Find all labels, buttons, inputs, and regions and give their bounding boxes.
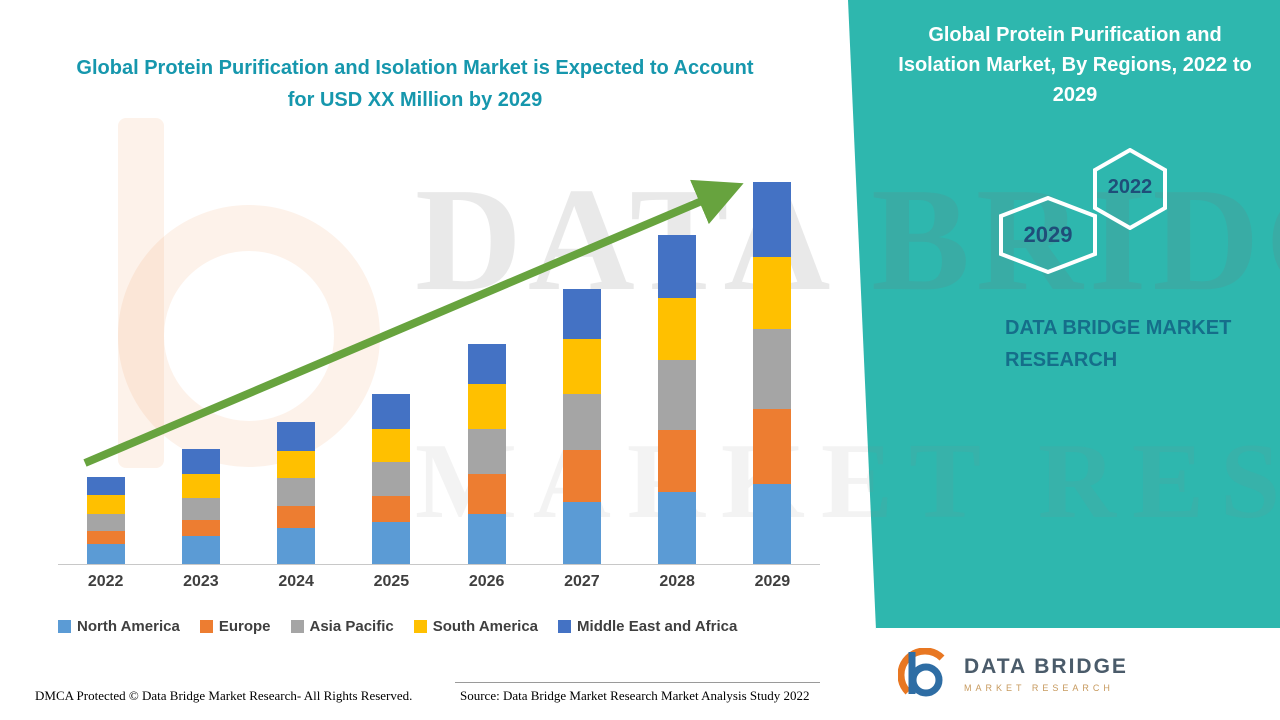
x-axis-label-2029: 2029 <box>754 573 791 590</box>
bar-segment-north-america-2029 <box>753 484 792 564</box>
legend-swatch-north-america <box>58 620 71 633</box>
legend-label-europe: Europe <box>218 618 271 635</box>
brand-name-text: DATA BRIDGE MARKET RESEARCH <box>1005 317 1232 371</box>
bar-segment-europe-2028 <box>658 430 697 492</box>
logo-text-block: DATA BRIDGE MARKET RESEARCH <box>964 655 1128 693</box>
hexagon-outline-icon <box>1093 148 1167 230</box>
legend-swatch-middle-east-and-africa <box>558 620 572 633</box>
x-axis-label-2023: 2023 <box>183 573 219 590</box>
bar-segment-middle-east-and-africa-2027 <box>562 289 601 339</box>
bar-segment-middle-east-and-africa-2029 <box>753 182 792 257</box>
legend-label-middle-east-and-africa: Middle East and Africa <box>577 618 738 635</box>
bar-segment-south-america-2026 <box>467 384 506 429</box>
bar-segment-north-america-2028 <box>658 492 697 564</box>
logo-brand-name: DATA BRIDGE <box>964 655 1128 678</box>
hexagon-year-label: 2029 <box>1023 222 1073 247</box>
hexagon-badge-2029: 2029 <box>998 196 1098 274</box>
bar-segment-middle-east-and-africa-2023 <box>181 449 220 474</box>
bar-segment-asia-pacific-2024 <box>277 478 316 506</box>
hexagon-outline-icon <box>999 196 1097 274</box>
chart-title: Global Protein Purification and Isolatio… <box>76 57 754 111</box>
bar-segment-asia-pacific-2027 <box>562 394 601 450</box>
bar-2029 <box>725 182 820 564</box>
bar-segment-south-america-2022 <box>86 495 125 514</box>
legend-item-south-america: South America <box>413 618 539 635</box>
bar-segment-south-america-2023 <box>181 474 220 498</box>
bar-segment-south-america-2028 <box>658 298 697 360</box>
x-axis-label-2028: 2028 <box>659 573 695 590</box>
bar-segment-europe-2024 <box>277 506 316 528</box>
bar-segment-asia-pacific-2029 <box>753 329 792 409</box>
bar-segment-north-america-2026 <box>467 514 506 564</box>
x-axis-label-2027: 2027 <box>564 573 600 590</box>
bar-segment-europe-2027 <box>562 450 601 502</box>
bar-segment-middle-east-and-africa-2028 <box>658 235 697 298</box>
bar-segment-south-america-2027 <box>562 339 601 394</box>
bar-segment-europe-2025 <box>372 496 411 522</box>
x-axis-label-2022: 2022 <box>87 573 124 590</box>
legend-swatch-south-america <box>413 620 427 633</box>
x-axis-labels: 2022 2023 2024 2025 2026 2027 2028 2029 <box>58 573 820 591</box>
bar-2024 <box>249 422 344 564</box>
bar-2025 <box>344 394 439 564</box>
bar-segment-north-america-2022 <box>86 544 125 564</box>
bar-segment-asia-pacific-2028 <box>658 360 697 430</box>
trend-arrow-icon <box>83 179 744 467</box>
bar-2023 <box>153 449 248 564</box>
bar-segment-north-america-2024 <box>277 528 316 564</box>
stacked-bar-chart: 2022 2023 2024 2025 2026 2027 2028 2029 <box>58 180 820 591</box>
bar-segment-asia-pacific-2026 <box>467 429 506 474</box>
bar-2026 <box>439 344 534 564</box>
bar-segment-europe-2022 <box>86 531 125 544</box>
legend-item-middle-east-and-africa: Middle East and Africa <box>558 618 737 635</box>
x-axis-label-2026: 2026 <box>468 573 505 590</box>
brand-logo-box: DATA BRIDGE MARKET RESEARCH <box>876 628 1280 720</box>
bar-segment-europe-2026 <box>467 474 506 514</box>
bar-2022 <box>58 477 153 564</box>
teal-panel-background <box>848 0 1280 720</box>
hexagon-badge-2022: 2022 <box>1092 148 1168 230</box>
bar-segment-asia-pacific-2022 <box>86 514 125 531</box>
bar-2027 <box>534 289 629 564</box>
bar-segment-south-america-2024 <box>277 451 316 478</box>
legend-label-north-america: North America <box>77 618 180 635</box>
bars-area <box>58 180 820 565</box>
legend-swatch-asia-pacific <box>290 620 304 633</box>
bar-segment-north-america-2023 <box>181 536 220 564</box>
bar-segment-middle-east-and-africa-2022 <box>86 477 125 495</box>
bar-segment-north-america-2027 <box>562 502 601 564</box>
bar-segment-north-america-2025 <box>372 522 411 564</box>
bar-2028 <box>630 235 725 564</box>
legend-item-asia-pacific: Asia Pacific <box>290 618 394 635</box>
legend-swatch-europe <box>199 620 213 633</box>
footer-dmca-text: DMCA Protected © Data Bridge Market Rese… <box>35 688 413 703</box>
footer-divider <box>455 682 820 683</box>
bar-segment-europe-2023 <box>181 520 220 536</box>
x-axis-label-2025: 2025 <box>373 573 410 590</box>
legend-item-europe: Europe <box>199 618 271 635</box>
hexagon-year-label: 2022 <box>1107 176 1153 198</box>
data-bridge-logo-icon <box>898 648 945 697</box>
bar-segment-middle-east-and-africa-2025 <box>372 394 411 429</box>
legend-label-south-america: South America <box>432 618 539 635</box>
bar-segment-south-america-2025 <box>372 429 411 462</box>
bar-segment-south-america-2029 <box>753 257 792 329</box>
legend-label-asia-pacific: Asia Pacific <box>309 618 394 635</box>
bar-segment-asia-pacific-2023 <box>181 498 220 520</box>
legend-item-north-america: North America <box>58 618 180 635</box>
bar-segment-asia-pacific-2025 <box>372 462 411 496</box>
right-panel-heading: Global Protein Purification and Isolatio… <box>898 24 1252 106</box>
footer-source-text: Source: Data Bridge Market Research Mark… <box>460 688 810 703</box>
bar-segment-europe-2029 <box>753 409 792 484</box>
chart-legend: North America Europe Asia Pacific South Ame… <box>58 618 838 635</box>
bar-segment-middle-east-and-africa-2026 <box>467 344 506 384</box>
logo-brand-subtitle: MARKET RESEARCH <box>964 683 1114 693</box>
bar-segment-middle-east-and-africa-2024 <box>277 422 316 451</box>
x-axis-label-2024: 2024 <box>278 573 314 590</box>
